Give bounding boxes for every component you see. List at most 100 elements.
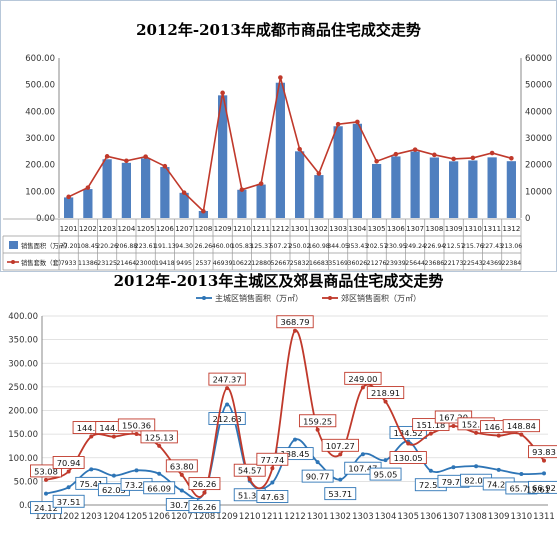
chart2-y-tick-label: 350.00 — [8, 336, 38, 346]
chart1-line-point — [432, 153, 437, 158]
chart1-line-value-cell: 22384 — [502, 260, 522, 267]
chart2-suburb-data-label: 130.05 — [394, 453, 423, 463]
chart2-suburb-data-label: 63.80 — [170, 461, 194, 471]
chart1-line-series — [69, 78, 512, 212]
chart2-main-city-data-label: 53.71 — [328, 489, 352, 499]
chart2-main-city-point — [542, 471, 546, 475]
chart1-line-point — [451, 157, 456, 162]
chart2-suburb-point — [270, 466, 274, 470]
chart2-main-city-point — [180, 488, 184, 492]
chart2-y-tick-label: 200.00 — [8, 407, 38, 417]
chart2-x-tick-label: 1309 — [488, 512, 510, 522]
chart2-y-tick-label: 250.00 — [8, 383, 38, 393]
chart1-category-label: 1311 — [483, 225, 501, 233]
chart1-bar — [103, 159, 112, 218]
chart2-suburb-data-label: 26.26 — [193, 479, 217, 489]
chart1-line-point — [355, 120, 360, 125]
chart2-main-city-point — [270, 480, 274, 484]
chart1-category-label: 1309 — [445, 225, 463, 233]
chart2-x-tick-label: 1205 — [126, 512, 148, 522]
chart1-line-value-cell: 12880 — [251, 260, 271, 267]
chart1-line-value-cell: 11386 — [78, 260, 98, 267]
chart2-main-city-point — [135, 468, 139, 472]
chart1-bar — [122, 163, 131, 218]
chart2-suburb-data-label: 54.57 — [238, 466, 262, 476]
chart2-main-city-point — [293, 438, 297, 442]
chart1-line-value-cell: 25832 — [290, 260, 310, 267]
chart1-category-label: 1302 — [310, 225, 328, 233]
chart2-x-tick-label: 1307 — [443, 512, 465, 522]
chart1-bar — [488, 157, 497, 218]
chart2-y-tick-label: 400.00 — [8, 312, 38, 322]
chart1-legend-bar-label: 销售面积（万㎡） — [21, 241, 71, 250]
chart1-bar — [141, 158, 150, 218]
chart2-suburb-point — [67, 469, 71, 473]
chart1-bar — [507, 161, 516, 218]
chart2-main-city-point — [474, 464, 478, 468]
chart2-x-tick-label: 1304 — [375, 512, 397, 522]
chart1-left-tick-label: 100.00 — [25, 187, 55, 197]
chart1-right-tick-label: 40000 — [525, 107, 552, 117]
chart1-line-point — [336, 122, 341, 127]
chart2-main-city-point — [316, 460, 320, 464]
chart1-line-point — [394, 152, 399, 157]
chart1-left-tick-label: 300.00 — [25, 134, 55, 144]
chart2-suburb-data-label: 70.94 — [57, 458, 81, 468]
chart1-category-label: 1312 — [502, 225, 520, 233]
chart2-suburb-data-label: 159.25 — [303, 416, 332, 426]
chart2-suburb-data-label: 368.79 — [280, 317, 309, 327]
chart1-bar — [468, 160, 477, 218]
chart1-legend-bar-key — [9, 241, 18, 249]
chart1-bar — [314, 175, 323, 218]
chart2-suburb-data-label: 247.37 — [213, 375, 242, 385]
chart1-category-label: 1204 — [117, 225, 135, 233]
chart1-category-label: 1305 — [368, 225, 386, 233]
chart2-suburb-data-label: 249.00 — [348, 374, 377, 384]
chart1-category-label: 1304 — [348, 225, 366, 233]
chart1-line-point — [297, 147, 302, 152]
chart2-suburb-point — [474, 431, 478, 435]
chart2-suburb-point — [406, 442, 410, 446]
chart2-x-tick-label: 1211 — [262, 512, 284, 522]
chart2-main-city-data-label: 47.63 — [260, 492, 284, 502]
chart2-legend-main-marker — [202, 296, 206, 300]
chart1-line-value-cell: 23125 — [97, 260, 117, 267]
chart1-right-tick-label: 20000 — [525, 161, 552, 171]
chart1-category-label: 1310 — [464, 225, 482, 233]
chart2-suburb-data-label: 77.74 — [260, 455, 284, 465]
chart1-line-value-cell: 2537 — [196, 260, 212, 267]
chart1-category-label: 1208 — [194, 225, 212, 233]
chart2-main-city-point — [519, 472, 523, 476]
chart1-line-point — [471, 156, 476, 161]
chart2-suburb-point — [451, 424, 455, 428]
chart1-line-value-cell: 22543 — [463, 260, 483, 267]
chart2-x-tick-label: 1308 — [465, 512, 487, 522]
chart2-suburb-point — [89, 435, 93, 439]
chart1-line-value-cell: 23686 — [425, 260, 445, 267]
chart2-suburb-data-label: 150.36 — [122, 420, 151, 430]
chart1-right-tick-label: 30000 — [525, 134, 552, 144]
chart2-main-city-point — [451, 465, 455, 469]
chart1-bar — [334, 126, 343, 218]
chart2-main-city-point — [497, 468, 501, 472]
chart2-legend-suburb-marker — [328, 296, 332, 300]
chart1-line-point — [201, 209, 206, 214]
chart2-legend-suburb-label: 郊区销售面积（万㎡） — [341, 293, 421, 303]
chart2-x-tick-label: 1207 — [171, 512, 193, 522]
chart1-left-tick-label: 200.00 — [25, 161, 55, 171]
chart2-suburb-point — [384, 400, 388, 404]
chart1-bar — [237, 190, 246, 218]
chart2-suburb-point — [248, 477, 252, 481]
chart1-line-point — [413, 147, 418, 152]
chart1-line-point — [182, 190, 187, 195]
chart1-bar — [449, 161, 458, 218]
chart2-main-city-data-label: 66.09 — [147, 483, 171, 493]
chart1-category-label: 1211 — [252, 225, 270, 233]
chart2-x-tick-label: 1212 — [284, 512, 306, 522]
chart1-bar-value-cell: 94.30 — [175, 243, 193, 250]
chart1-legend-line-label: 销售套数（套） — [21, 258, 65, 267]
chart1-right-tick-label: 10000 — [525, 187, 552, 197]
chart1-line-point — [86, 185, 91, 190]
